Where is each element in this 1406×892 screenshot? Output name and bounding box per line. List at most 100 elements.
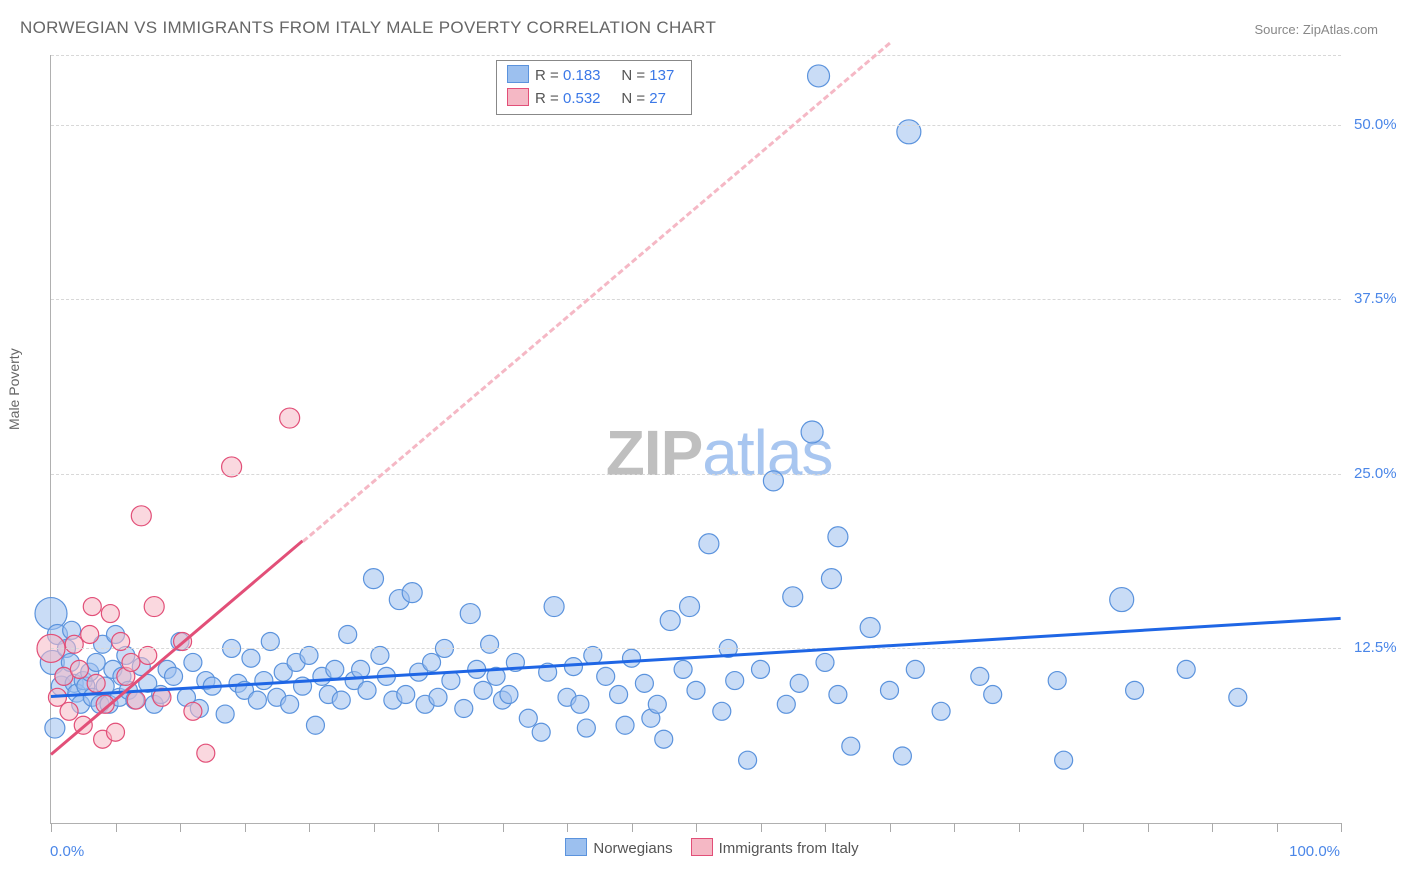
data-point <box>500 686 518 704</box>
data-point <box>165 667 183 685</box>
x-tick <box>1083 823 1084 832</box>
legend-label: Norwegians <box>593 840 672 857</box>
data-point <box>487 667 505 685</box>
data-point <box>242 649 260 667</box>
data-point <box>577 719 595 737</box>
data-point <box>152 686 170 704</box>
data-point <box>339 625 357 643</box>
data-point <box>410 663 428 681</box>
data-point <box>139 674 157 692</box>
data-point <box>455 699 473 717</box>
data-point <box>494 691 512 709</box>
data-point <box>51 676 71 696</box>
data-point <box>144 597 164 617</box>
data-point <box>177 688 195 706</box>
data-point <box>345 672 363 690</box>
data-point <box>107 625 125 643</box>
bottom-legend: NorwegiansImmigrants from Italy <box>0 838 1406 857</box>
data-point <box>126 691 144 709</box>
source-attribution: Source: ZipAtlas.com <box>1254 22 1378 37</box>
data-point <box>83 598 101 616</box>
data-point <box>635 674 653 692</box>
data-point <box>893 747 911 765</box>
data-point <box>158 660 176 678</box>
x-tick <box>825 823 826 832</box>
data-point <box>294 677 312 695</box>
data-point <box>190 699 208 717</box>
data-point <box>197 672 215 690</box>
data-point <box>352 660 370 678</box>
data-point <box>96 695 114 713</box>
data-point <box>358 681 376 699</box>
x-tick <box>696 823 697 832</box>
data-point <box>442 672 460 690</box>
stat-key: N = <box>621 67 649 84</box>
data-point <box>660 611 680 631</box>
x-tick <box>1148 823 1149 832</box>
data-point <box>113 667 131 685</box>
x-tick <box>374 823 375 832</box>
data-point <box>184 702 202 720</box>
data-point <box>216 705 234 723</box>
data-point <box>674 660 692 678</box>
data-point <box>474 681 492 699</box>
data-point <box>96 677 114 695</box>
chart-title: NORWEGIAN VS IMMIGRANTS FROM ITALY MALE … <box>20 18 716 38</box>
data-point <box>153 688 171 706</box>
data-point <box>610 686 628 704</box>
data-point <box>81 625 99 643</box>
x-tick <box>567 823 568 832</box>
x-tick <box>245 823 246 832</box>
data-point <box>648 695 666 713</box>
y-tick-label: 12.5% <box>1354 639 1397 656</box>
data-point <box>117 667 135 685</box>
data-point <box>107 723 125 741</box>
data-point <box>94 635 112 653</box>
x-tick <box>1019 823 1020 832</box>
data-point <box>402 583 422 603</box>
data-point <box>47 624 67 644</box>
data-point <box>110 688 128 706</box>
data-point <box>255 672 273 690</box>
data-point <box>532 723 550 741</box>
data-point <box>91 695 109 713</box>
data-point <box>45 718 65 738</box>
data-point <box>55 667 73 685</box>
data-point <box>397 686 415 704</box>
gridline <box>51 648 1341 649</box>
data-point <box>616 716 634 734</box>
data-point <box>821 569 841 589</box>
watermark: ZIPatlas <box>606 416 833 490</box>
data-point <box>287 653 305 671</box>
y-tick-label: 25.0% <box>1354 465 1397 482</box>
data-point <box>816 653 834 671</box>
data-point <box>197 744 215 762</box>
data-point <box>752 660 770 678</box>
x-tick <box>761 823 762 832</box>
data-point <box>60 702 78 720</box>
data-point <box>783 587 803 607</box>
data-point <box>313 667 331 685</box>
x-tick <box>51 823 52 832</box>
x-tick <box>1277 823 1278 832</box>
data-point <box>61 653 79 671</box>
x-tick <box>180 823 181 832</box>
data-point <box>881 681 899 699</box>
data-point <box>203 677 221 695</box>
data-point <box>777 695 795 713</box>
data-point <box>713 702 731 720</box>
data-point <box>364 569 384 589</box>
stat-row: R = 0.183 N = 137 <box>507 65 681 88</box>
data-point <box>94 730 112 748</box>
data-point <box>564 658 582 676</box>
y-tick-label: 50.0% <box>1354 116 1397 133</box>
legend-swatch <box>507 65 529 83</box>
data-point <box>642 709 660 727</box>
x-tick <box>1212 823 1213 832</box>
data-point <box>1177 660 1195 678</box>
stat-key: R = <box>535 90 563 107</box>
x-tick <box>632 823 633 832</box>
data-point <box>306 716 324 734</box>
data-point <box>544 597 564 617</box>
data-point <box>229 674 247 692</box>
